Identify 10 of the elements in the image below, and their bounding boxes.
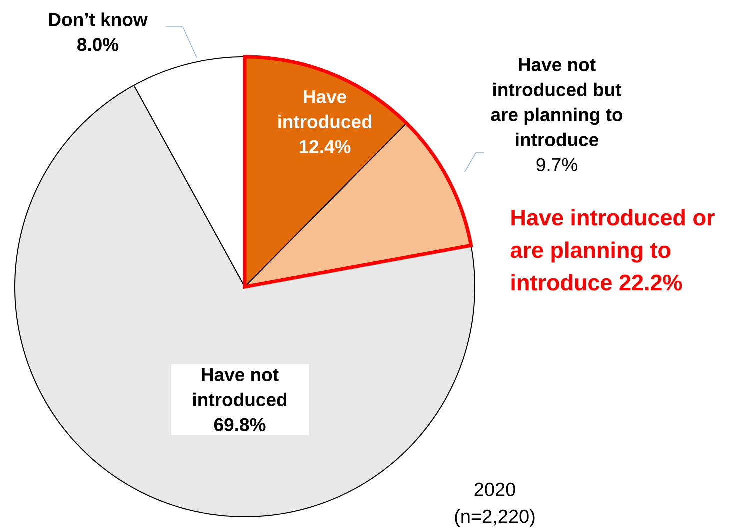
data-label: 12.4%: [300, 140, 351, 154]
slice-label: Have not introduced but are planning to introduce: [491, 58, 623, 146]
data-label: 8.0%: [78, 38, 119, 52]
slice-label: Don’t know: [49, 12, 148, 26]
text: 2020 (n=2,220): [455, 482, 535, 528]
data-label: 9.7%: [536, 158, 578, 172]
text: Have introduced or are planning to introduce 22.2%: [510, 209, 715, 291]
slice-label: Have not introduced: [194, 368, 287, 406]
data-label: 69.8%: [214, 418, 266, 432]
slice-label: Have introduced: [278, 90, 372, 128]
